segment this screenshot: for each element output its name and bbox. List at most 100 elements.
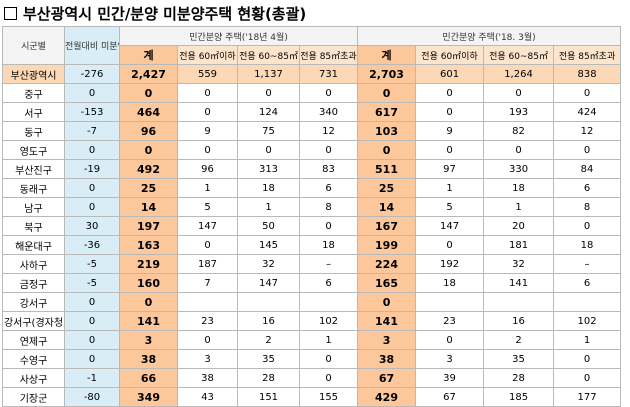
value-cell: 0: [483, 83, 555, 103]
value-cell: 147: [177, 216, 238, 236]
sub-header: 계: [357, 45, 417, 65]
value-cell: 43: [177, 387, 238, 407]
value-cell: 82: [483, 121, 555, 141]
value-cell: 0: [64, 197, 120, 217]
value-cell: 30: [64, 216, 120, 236]
region: 동래구: [2, 178, 65, 198]
value-cell: 0: [64, 349, 120, 369]
value-cell: 0: [64, 83, 120, 103]
value-cell: 0: [119, 83, 178, 103]
value-cell: -36: [64, 235, 120, 255]
value-cell: -19: [64, 159, 120, 179]
value-cell: 18: [415, 273, 485, 293]
value-cell: 160: [119, 273, 178, 293]
value-cell: 464: [119, 102, 178, 122]
value-cell: 141: [119, 311, 178, 331]
value-cell: 96: [177, 159, 238, 179]
region: 사하구: [2, 254, 65, 274]
value-cell: -80: [64, 387, 120, 407]
value-cell: 14: [119, 197, 178, 217]
value-cell: 330: [483, 159, 555, 179]
value-cell: 1: [177, 178, 238, 198]
empty-cell: [177, 292, 238, 312]
value-cell: 9: [177, 121, 238, 141]
value-cell: 0: [553, 368, 622, 388]
value-cell: 28: [237, 368, 300, 388]
value-cell: 141: [483, 273, 555, 293]
value-cell: 0: [119, 292, 178, 312]
value-cell: 7: [177, 273, 238, 293]
value-cell: 199: [357, 235, 417, 255]
value-cell: 147: [415, 216, 485, 236]
value-cell: 167: [357, 216, 417, 236]
value-cell: -1: [64, 368, 120, 388]
value-cell: 6: [298, 273, 359, 293]
value-cell: 1,137: [237, 64, 300, 84]
value-cell: 14: [357, 197, 417, 217]
value-cell: 559: [177, 64, 238, 84]
value-cell: 67: [357, 368, 417, 388]
region: 사상구: [2, 368, 65, 388]
value-cell: 147: [237, 273, 300, 293]
table-row: 강서구(경자청 0 141 23 16 102 141 23 16 102: [2, 311, 622, 331]
region: 동구: [2, 121, 65, 141]
region: 금정구: [2, 273, 65, 293]
empty-cell: [483, 292, 555, 312]
value-cell: 219: [119, 254, 178, 274]
value-cell: 18: [298, 235, 359, 255]
value-cell: 6: [553, 273, 622, 293]
value-cell: 35: [237, 349, 300, 369]
value-cell: –: [298, 254, 359, 274]
value-cell: -5: [64, 273, 120, 293]
value-cell: 0: [64, 292, 120, 312]
sub-header: 전용 60~85㎡: [483, 45, 555, 65]
value-cell: 617: [357, 102, 417, 122]
value-cell: 340: [298, 102, 359, 122]
value-cell: 84: [553, 159, 622, 179]
value-cell: 0: [237, 83, 300, 103]
value-cell: 601: [415, 64, 485, 84]
value-cell: 0: [177, 140, 238, 160]
value-cell: 177: [553, 387, 622, 407]
value-cell: 424: [553, 102, 622, 122]
value-cell: 96: [119, 121, 178, 141]
value-cell: 0: [298, 83, 359, 103]
value-cell: 0: [237, 140, 300, 160]
value-cell: 38: [177, 368, 238, 388]
value-cell: 9: [415, 121, 485, 141]
value-cell: 6: [553, 178, 622, 198]
value-cell: 0: [177, 330, 238, 350]
region: 수영구: [2, 349, 65, 369]
region: 부산진구: [2, 159, 65, 179]
value-cell: 124: [237, 102, 300, 122]
value-cell: 0: [357, 83, 417, 103]
value-cell: 67: [415, 387, 485, 407]
value-cell: 1: [237, 197, 300, 217]
value-cell: 8: [553, 197, 622, 217]
region: 부산광역시: [2, 64, 65, 84]
value-cell: 192: [415, 254, 485, 274]
value-cell: 12: [298, 121, 359, 141]
value-cell: 0: [64, 140, 120, 160]
table-row: 사하구 -5 219 187 32–224 192 32–: [2, 254, 622, 274]
value-cell: 2,427: [119, 64, 178, 84]
value-cell: 75: [237, 121, 300, 141]
region: 기장군: [2, 387, 65, 407]
region: 강서구(경자청: [2, 311, 65, 331]
value-cell: 1: [298, 330, 359, 350]
value-cell: 23: [177, 311, 238, 331]
value-cell: 0: [64, 311, 120, 331]
table-row: 부산광역시 -276 2,427 559 1,137 731 2,703 601 1,264 83…: [2, 64, 622, 84]
value-cell: 0: [177, 83, 238, 103]
value-cell: 50: [237, 216, 300, 236]
value-cell: 38: [357, 349, 417, 369]
table-row: 사상구 -1 66 38 28 0 67 39 28 0: [2, 368, 622, 388]
value-cell: 1: [553, 330, 622, 350]
value-cell: 0: [415, 102, 485, 122]
value-cell: 838: [553, 64, 622, 84]
sub-header: 전용 85㎡초과: [553, 45, 622, 65]
table-row: 북구 30 197 147 50 0 167 147 20 0: [2, 216, 622, 236]
value-cell: 3: [415, 349, 485, 369]
value-cell: 2,703: [357, 64, 417, 84]
